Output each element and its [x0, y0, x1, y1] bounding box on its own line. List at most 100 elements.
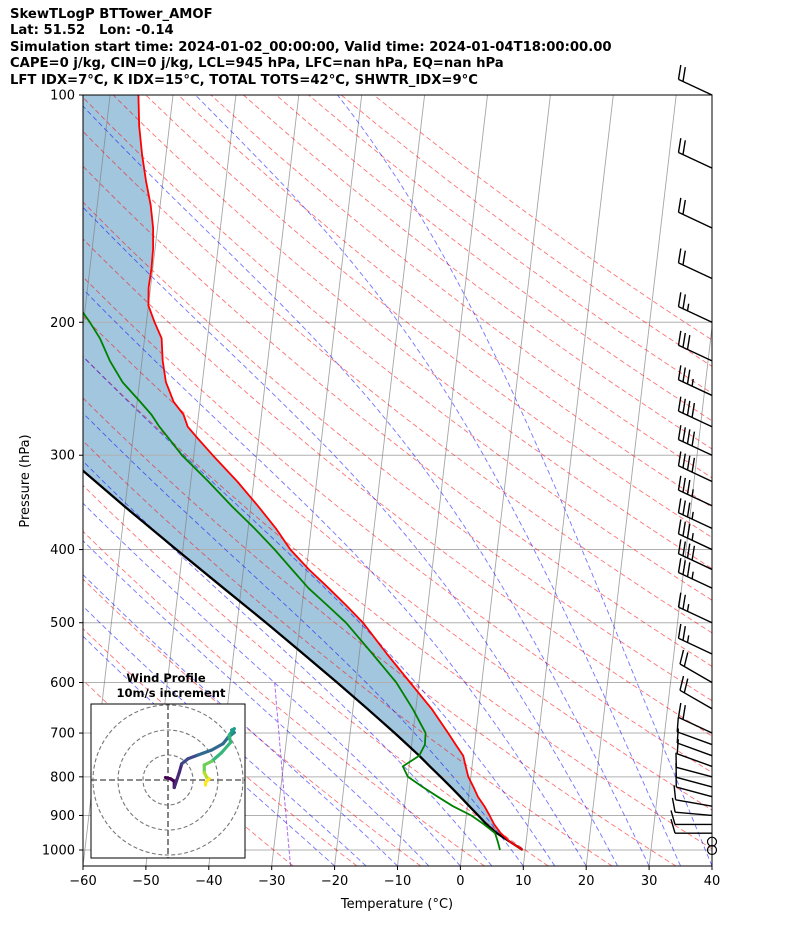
- temperature-profile-line: [137, 95, 524, 851]
- cin-cape-fill: [83, 95, 523, 850]
- wind-barb: [679, 649, 713, 684]
- barb-full: [679, 649, 685, 665]
- y-tick-label: 600: [50, 676, 75, 691]
- wind-barb: [673, 785, 713, 807]
- y-tick-label: 200: [50, 316, 75, 331]
- barb-full: [682, 250, 686, 266]
- dry-adiabat: [83, 397, 677, 866]
- wind-barb: [679, 675, 713, 710]
- barb-staff: [678, 489, 713, 507]
- wind-barb: [677, 425, 713, 456]
- barb-full: [682, 66, 686, 82]
- x-tick-label: −30: [258, 874, 285, 889]
- dry-adiabat: [83, 627, 358, 866]
- hodograph-segment: [210, 750, 224, 763]
- location-line: Lat: 51.52 Lon: -0.14: [10, 23, 174, 39]
- chart-title: SkewTLogP BTTower_AMOF: [10, 7, 213, 22]
- barb-full: [686, 562, 691, 577]
- barb-full: [682, 398, 686, 414]
- barb-full: [686, 479, 691, 495]
- barb-full: [682, 199, 686, 215]
- barb-full: [682, 332, 686, 348]
- moist-adiabat: [83, 355, 556, 866]
- y-tick-label: 800: [50, 770, 75, 785]
- barb-staff: [676, 786, 713, 798]
- isotherm-line: [271, 95, 363, 866]
- wind-barb: [677, 558, 713, 589]
- barb-full: [682, 541, 686, 557]
- barb-full: [682, 625, 686, 641]
- parcel-profile-line: [83, 469, 524, 851]
- time-line: Simulation start time: 2024-01-02_00:00:…: [10, 39, 612, 55]
- wind-barb: [677, 451, 713, 483]
- barb-staff: [678, 410, 713, 428]
- barb-full: [676, 717, 679, 732]
- wind-barb: [677, 292, 713, 323]
- barb-full: [677, 592, 682, 608]
- isotherm-line: [522, 95, 614, 866]
- barb-full: [682, 477, 686, 493]
- barb-full: [682, 594, 686, 610]
- wind-barb: [677, 519, 713, 551]
- wind-barb: [676, 739, 713, 768]
- barb-staff: [678, 606, 713, 624]
- wind-barb: [677, 248, 713, 280]
- wind-barb: [675, 772, 713, 798]
- wind-barb: [677, 702, 713, 734]
- chart-header: SkewTLogP BTTower_AMOF Lat: 51.52 Lon: -…: [10, 7, 612, 89]
- barb-staff: [679, 689, 713, 710]
- barb-full: [677, 451, 682, 466]
- y-axis-label: Pressure (hPa): [18, 434, 33, 527]
- wind-barb: [676, 728, 713, 757]
- barb-staff: [676, 776, 713, 788]
- barb-full: [691, 545, 696, 561]
- dry-adiabat: [83, 96, 712, 601]
- barb-staff: [678, 553, 713, 571]
- barb-full: [677, 475, 682, 491]
- wind-barbs: [670, 64, 718, 856]
- barb-full: [686, 334, 691, 350]
- barb-full: [686, 400, 691, 416]
- dry-adiabat: [275, 95, 712, 422]
- moist-adiabat: [195, 95, 681, 866]
- wind-barb: [677, 64, 713, 96]
- dry-adiabat: [83, 355, 712, 850]
- moist-adiabat: [83, 460, 493, 866]
- barb-full: [686, 429, 691, 444]
- dry-adiabat: [177, 95, 712, 508]
- barb-full: [686, 502, 691, 518]
- barb-full: [686, 369, 691, 385]
- barb-full: [686, 523, 691, 539]
- barb-full: [671, 797, 676, 813]
- barb-full: [677, 558, 682, 573]
- barb-full: [677, 365, 682, 380]
- isotherm-line: [83, 95, 111, 332]
- hodograph-segment: [210, 742, 225, 752]
- wind-barb: [677, 475, 713, 507]
- y-tick-label: 100: [50, 89, 75, 104]
- barb-full: [677, 197, 682, 213]
- wind-barb: [671, 797, 713, 817]
- barb-full: [670, 810, 676, 825]
- dry-adiabat: [83, 440, 613, 866]
- barb-full: [677, 539, 682, 554]
- wind-barb: [677, 396, 713, 428]
- dry-adiabat: [83, 165, 712, 667]
- barb-staff: [678, 344, 713, 362]
- wind-barb: [706, 836, 718, 847]
- calm-wind-circle: [706, 836, 718, 847]
- dry-adiabat: [83, 578, 421, 866]
- wind-barb: [677, 592, 713, 624]
- barb-full: [682, 140, 686, 155]
- barb-staff: [678, 211, 713, 229]
- barb-full: [682, 427, 686, 442]
- barb-full: [682, 560, 686, 575]
- barb-half: [691, 378, 694, 387]
- x-axis-label: Temperature (°C): [340, 897, 453, 912]
- barb-full: [677, 702, 682, 718]
- barb-half: [691, 571, 694, 580]
- barb-staff: [678, 571, 713, 589]
- dry-adiabat: [308, 95, 712, 394]
- isotherm-line: [334, 95, 426, 866]
